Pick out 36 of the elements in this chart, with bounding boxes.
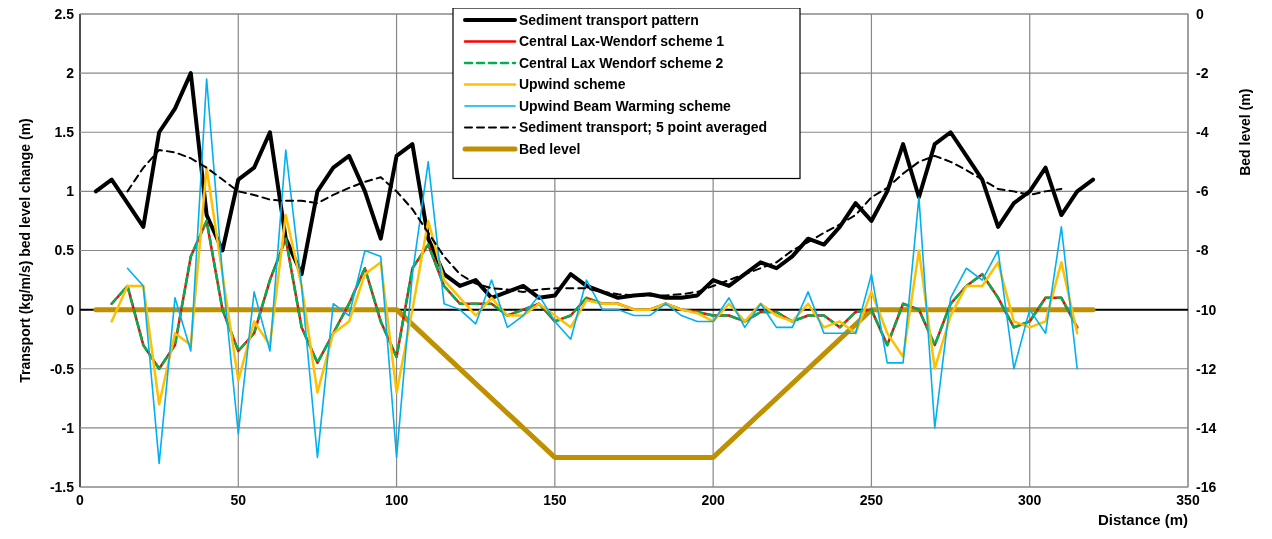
x-tick-label: 250: [859, 492, 884, 508]
x-tick-label: 350: [1176, 492, 1200, 508]
y-tick-label: 1.5: [54, 124, 75, 141]
x-tick-label: 0: [76, 492, 85, 508]
legend-label: Central Lax-Wendorf scheme 1: [519, 33, 725, 50]
y-tick-label: 2: [66, 65, 75, 82]
y2-tick-label: -6: [1196, 183, 1209, 200]
y2-tick-label: -10: [1196, 301, 1217, 318]
y2-tick-label: -8: [1196, 242, 1209, 259]
y-tick-label: 0.5: [54, 242, 75, 259]
y2-tick-label: -16: [1196, 478, 1217, 495]
y-tick-label: -0.5: [49, 360, 75, 377]
x-axis-title: Distance (m): [1097, 511, 1188, 528]
x-tick-label: 50: [230, 492, 247, 508]
legend-label: Upwind Beam Warming scheme: [519, 97, 732, 114]
y-tick-label: 0: [66, 301, 75, 318]
y2-tick-label: -4: [1196, 124, 1209, 141]
legend-label: Upwind scheme: [519, 76, 626, 93]
y2-tick-label: 0: [1196, 5, 1204, 22]
legend-label: Bed level: [519, 140, 581, 157]
x-tick-label: 200: [701, 492, 726, 508]
y-tick-label: 2.5: [54, 5, 75, 22]
y-tick-label: 1: [66, 183, 75, 200]
y-tick-label: -1: [61, 419, 75, 436]
y2-axis-title: Bed level (m): [1237, 88, 1253, 176]
y2-tick-label: -14: [1196, 419, 1217, 436]
x-tick-label: 300: [1018, 492, 1042, 508]
x-tick-label: 100: [384, 492, 409, 508]
legend-label: Sediment transport; 5 point averaged: [519, 119, 768, 136]
y2-tick-label: -12: [1196, 360, 1217, 377]
legend-label: Central Lax Wendorf scheme 2: [519, 54, 724, 71]
y-axis-title: Transport (kg/m/s) bed level change (m): [17, 118, 33, 383]
y2-tick-label: -2: [1196, 65, 1209, 82]
x-tick-label: 150: [543, 492, 567, 508]
y-tick-label: -1.5: [49, 478, 75, 495]
legend-label: Sediment transport pattern: [519, 11, 699, 28]
